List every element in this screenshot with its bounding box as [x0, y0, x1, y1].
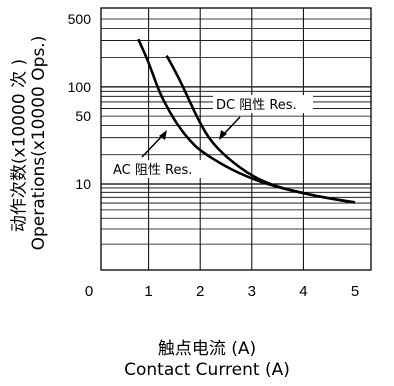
- dc-arrow-head: [219, 130, 227, 140]
- x-tick-label: 2: [196, 283, 204, 300]
- y-tick-labels: 500 100 50 10: [68, 11, 92, 192]
- x-axis-title-cn: 触点电流 (A): [157, 339, 257, 359]
- series-lines: [137, 38, 356, 204]
- legend-annotations: DC 阻性 Res. AC 阻性 Res.: [111, 95, 313, 178]
- dc-series-label: DC 阻性 Res.: [216, 98, 297, 113]
- x-axis-title-en: Contact Current (A): [124, 360, 290, 380]
- y-tick-label: 10: [75, 176, 91, 192]
- x-tick-label: 0: [85, 283, 93, 300]
- plot-frame: [100, 7, 372, 271]
- x-tick-label: 3: [248, 283, 256, 300]
- ac-arrow-line: [141, 133, 165, 158]
- series-dc-line: [165, 54, 356, 204]
- y-tick-label: 50: [75, 108, 91, 124]
- x-tick-labels: 0 1 2 3 4 5: [85, 283, 359, 300]
- ac-label-bg: [111, 160, 203, 178]
- x-tick-label: 1: [144, 283, 152, 300]
- y-tick-label: 500: [68, 11, 92, 27]
- x-tick-label: 5: [351, 283, 359, 300]
- x-tick-label: 4: [299, 283, 307, 300]
- ac-series-label: AC 阻性 Res.: [113, 163, 192, 178]
- y-axis-title-en: Operations(x10000 Ops.): [29, 35, 49, 251]
- ac-arrow-head: [159, 130, 167, 140]
- dc-label-bg: [213, 95, 313, 113]
- y-axis-title-cn: 动作次数(x10000 次 ): [9, 58, 30, 233]
- y-tick-label: 100: [68, 79, 92, 95]
